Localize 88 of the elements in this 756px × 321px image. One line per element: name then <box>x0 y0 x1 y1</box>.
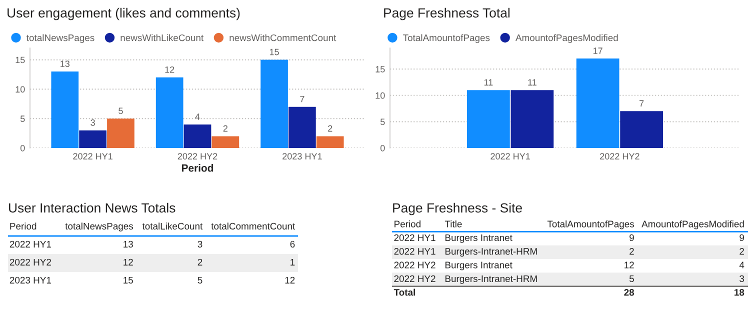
y-tick-label: 5 <box>20 116 25 122</box>
text: 2 <box>740 248 744 255</box>
text: 28 <box>624 289 634 296</box>
x-tick-label: 2022 HY1 <box>490 153 530 160</box>
bar <box>510 90 554 148</box>
text: 5 <box>198 276 202 284</box>
text: User Interaction News Totals <box>9 202 176 213</box>
text: 13 <box>124 240 133 248</box>
data-label: 12 <box>165 66 174 73</box>
data-label: 7 <box>640 100 644 107</box>
legend-label: newsWithLikeCount <box>120 34 204 42</box>
x-tick-label: 2022 HY1 <box>73 153 112 160</box>
category-label: AmountofPagesModified <box>642 220 744 230</box>
data-label: 3 <box>90 119 95 126</box>
category-label: Period <box>10 222 36 230</box>
text: 2022 HY1 <box>10 240 51 248</box>
x-axis-title: Period <box>182 164 214 172</box>
y-tick-label: 0 <box>380 144 385 152</box>
category-label: Title <box>444 220 462 228</box>
text: 3 <box>198 240 202 248</box>
text: 2022 HY2 <box>10 258 51 266</box>
x-tick-label: 2022 HY2 <box>600 153 640 160</box>
y-tick-label: 10 <box>376 92 385 99</box>
bar <box>79 130 106 148</box>
text: 15 <box>124 276 133 284</box>
bar <box>156 77 184 148</box>
x-tick-label: 2022 HY2 <box>178 153 218 160</box>
text: 12 <box>624 262 634 268</box>
data-label: 2 <box>223 125 228 132</box>
bar <box>316 136 344 148</box>
category-label: totalLikeCount <box>142 222 203 230</box>
chart-title: User engagement (likes and comments) <box>8 8 240 20</box>
text: Page Freshness - Site <box>393 202 522 216</box>
chart-title: Page Freshness Total <box>384 8 510 20</box>
data-label: 5 <box>118 108 123 114</box>
text: Burgers-Intranet-HRM <box>445 248 537 257</box>
bar <box>107 118 134 148</box>
text: 12 <box>285 276 295 284</box>
text: Burgers Intranet <box>445 234 512 243</box>
text: 9 <box>630 234 634 242</box>
data-label: 15 <box>270 48 279 56</box>
y-tick-label: 10 <box>16 86 25 93</box>
text: 9 <box>740 234 744 242</box>
text: 2022 HY1 <box>394 248 436 255</box>
data-label: 11 <box>484 79 493 86</box>
text: 2 <box>198 258 202 266</box>
x-tick-label: 2023 HY1 <box>282 153 322 160</box>
y-tick-label: 0 <box>20 144 25 152</box>
category-label: Period <box>394 220 420 228</box>
legend-label: totalNewsPages <box>26 34 94 43</box>
y-tick-label: 15 <box>376 66 385 72</box>
bar <box>467 90 510 148</box>
text: 2022 HY2 <box>394 262 436 268</box>
data-label: 7 <box>300 96 304 102</box>
data-label: 2 <box>328 125 332 132</box>
text: 5 <box>629 275 634 282</box>
category-label: totalNewsPages <box>65 222 134 232</box>
legend-label: TotalAmountofPages <box>403 34 490 43</box>
legend-label: newsWithCommentCount <box>230 34 336 42</box>
text: 2 <box>630 248 634 255</box>
category-label: TotalAmountofPages <box>547 220 634 230</box>
bar <box>620 111 663 148</box>
text: 1 <box>290 258 295 266</box>
bar <box>288 106 316 148</box>
text: 2023 HY1 <box>10 276 51 284</box>
y-tick-label: 5 <box>380 118 385 126</box>
data-label: 13 <box>60 60 70 67</box>
text: 4 <box>739 262 744 268</box>
text: 2022 HY1 <box>394 234 436 242</box>
data-label: 11 <box>528 79 536 86</box>
text: 2022 HY2 <box>394 275 436 282</box>
text: 6 <box>290 240 295 248</box>
text: 12 <box>124 258 133 266</box>
legend-label: AmountofPagesModified <box>515 34 618 43</box>
bar <box>212 136 240 148</box>
data-label: 17 <box>593 48 602 54</box>
text: Total <box>394 288 415 296</box>
bar <box>576 58 620 148</box>
text: Burgers Intranet <box>445 262 512 270</box>
y-tick-label: 15 <box>16 56 25 64</box>
text: Burgers-Intranet-HRM <box>445 275 537 284</box>
data-label: 4 <box>195 114 200 120</box>
text: 18 <box>734 289 744 296</box>
bar <box>51 72 79 148</box>
category-label: totalCommentCount <box>211 222 296 230</box>
bar <box>184 124 212 148</box>
bar <box>260 60 288 148</box>
text: 3 <box>740 275 744 282</box>
